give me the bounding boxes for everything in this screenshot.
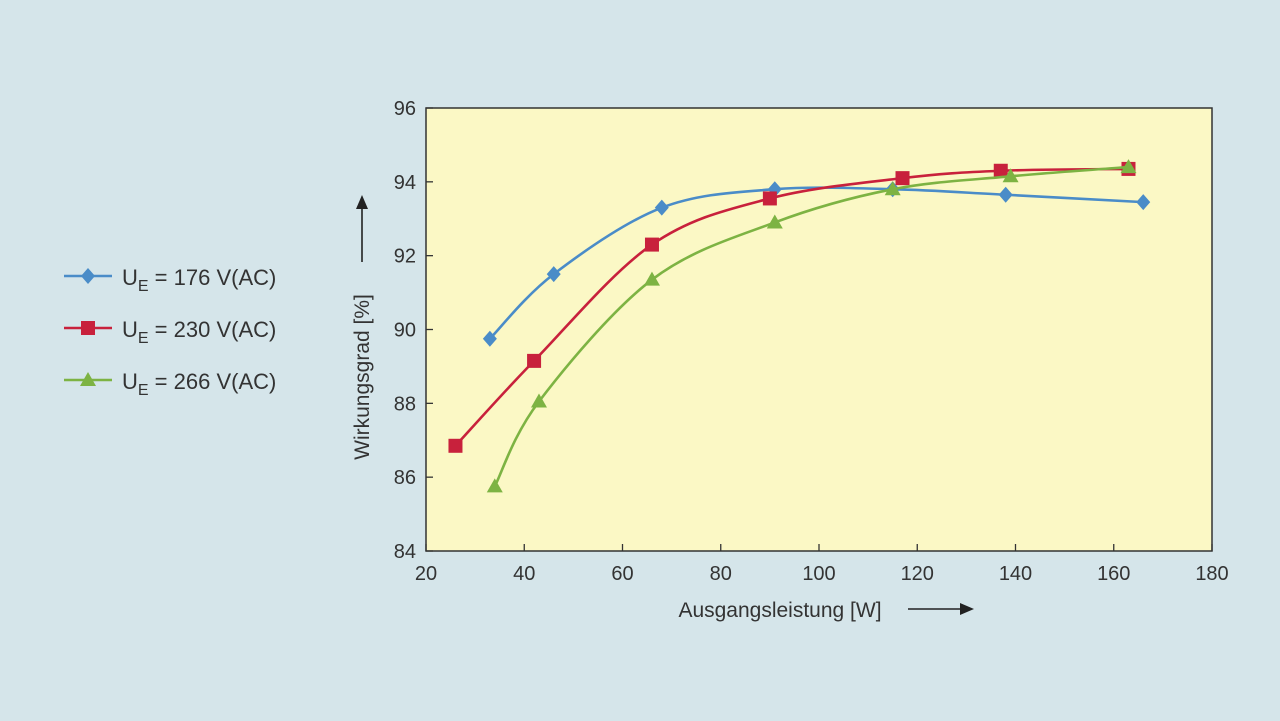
x-axis-arrow: [908, 603, 974, 615]
plot-area: [426, 108, 1212, 551]
legend-label: UE = 176 V(AC): [122, 265, 276, 295]
x-axis-title: Ausgangsleistung [W]: [678, 599, 881, 622]
x-tick-label: 80: [710, 563, 732, 585]
data-point: [1002, 168, 1019, 183]
data-point: [448, 438, 463, 453]
data-point: [895, 171, 910, 186]
x-tick-label: 100: [802, 563, 835, 585]
y-tick-label: 96: [394, 98, 416, 120]
data-point: [486, 478, 503, 493]
y-tick-label: 88: [394, 393, 416, 415]
data-point: [766, 214, 783, 229]
legend-item: UE = 176 V(AC): [64, 265, 276, 295]
data-point: [644, 237, 659, 252]
x-tick-label: 40: [513, 563, 535, 585]
x-tick-label: 20: [415, 563, 437, 585]
legend-label: UE = 230 V(AC): [122, 317, 276, 347]
data-point: [546, 266, 561, 283]
data-point: [530, 393, 547, 408]
legend-marker: [80, 372, 96, 386]
legend-item: UE = 266 V(AC): [64, 369, 276, 399]
x-tick-label: 180: [1195, 563, 1228, 585]
x-tick-label: 60: [611, 563, 633, 585]
legend: UE = 176 V(AC) UE = 230 V(AC) UE = 266 V(A…: [64, 265, 276, 399]
legend-label: UE = 266 V(AC): [122, 369, 276, 399]
series-layer: [448, 159, 1151, 493]
legend-item: UE = 230 V(AC): [64, 317, 276, 347]
series-3: [486, 159, 1137, 493]
data-point: [654, 199, 669, 216]
data-point: [527, 353, 542, 368]
data-point: [482, 330, 497, 347]
data-point: [1136, 194, 1151, 211]
y-tick-label: 92: [394, 246, 416, 268]
data-point: [993, 163, 1008, 178]
y-axis-title: Wirkungsgrad [%]: [351, 294, 374, 460]
x-tick-label: 120: [901, 563, 934, 585]
y-tick-label: 90: [394, 320, 416, 342]
data-point: [884, 181, 901, 196]
legend-marker: [81, 268, 95, 284]
x-tick-label: 140: [999, 563, 1032, 585]
x-axis: 20 40 60 80 100 120 140 160 180: [415, 544, 1229, 585]
series-1: [482, 181, 1151, 347]
x-tick-label: 160: [1097, 563, 1130, 585]
legend-marker: [81, 321, 95, 335]
y-axis: 84 86 88 90 92 94 96: [394, 98, 433, 563]
y-axis-arrow: [356, 195, 368, 262]
data-point: [762, 191, 777, 206]
y-tick-label: 94: [394, 172, 416, 194]
data-point: [998, 186, 1013, 203]
y-tick-label: 84: [394, 541, 416, 563]
y-tick-label: 86: [394, 467, 416, 489]
data-point: [1120, 159, 1137, 174]
data-point: [643, 271, 660, 286]
